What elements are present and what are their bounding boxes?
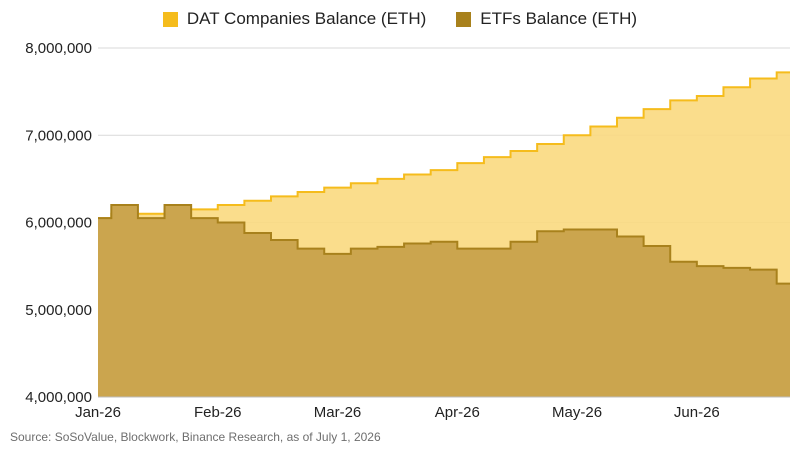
legend-label-etf: ETFs Balance (ETH) [480, 9, 638, 28]
y-tick-label: 5,000,000 [25, 302, 92, 319]
series-line-1 [98, 204, 790, 285]
x-tick-label: Feb-26 [194, 404, 242, 421]
x-tick-label: Jan-26 [75, 404, 121, 421]
legend-item-etf[interactable]: ETFs Balance (ETH) [456, 9, 637, 29]
series-area-1 [98, 205, 790, 397]
legend-swatch-dat [162, 11, 178, 27]
x-tick-label: Apr-26 [435, 404, 480, 421]
x-tick-label: Mar-26 [314, 404, 362, 421]
x-tick-label: Jun-26 [674, 404, 720, 421]
source-note: Source: SoSoValue, Blockwork, Binance Re… [10, 430, 381, 444]
legend-swatch-etf [456, 11, 472, 27]
legend-item-dat[interactable]: DAT Companies Balance (ETH) [162, 9, 427, 29]
chart-legend: DAT Companies Balance (ETH) ETFs Balance… [0, 9, 800, 29]
x-tick-label: May-26 [552, 404, 602, 421]
y-tick-label: 8,000,000 [25, 40, 92, 57]
y-tick-label: 4,000,000 [25, 389, 92, 406]
series-line-0 [98, 71, 790, 220]
legend-label-dat: DAT Companies Balance (ETH) [186, 9, 427, 28]
y-tick-label: 6,000,000 [25, 215, 92, 232]
y-tick-label: 7,000,000 [25, 127, 92, 144]
